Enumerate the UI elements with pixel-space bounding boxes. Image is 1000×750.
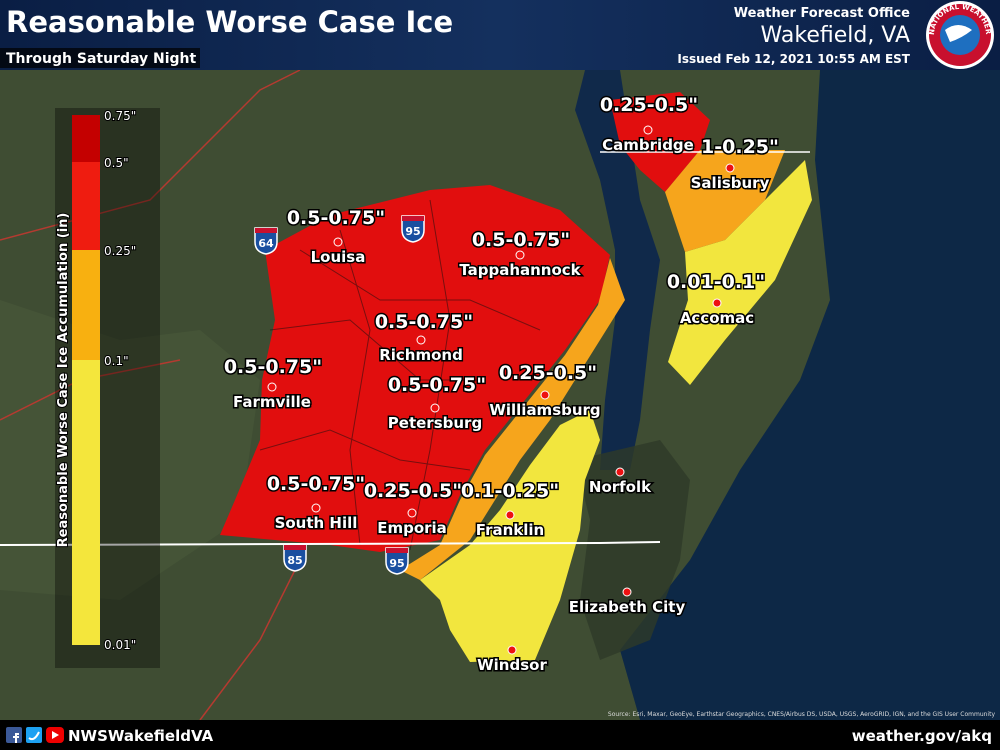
city-label: South Hill — [275, 514, 358, 532]
city-label: Petersburg — [388, 414, 482, 432]
amount-label: 0.01-0.1" — [667, 271, 765, 293]
subtitle: Through Saturday Night — [6, 51, 197, 67]
ocean — [620, 70, 1000, 720]
city-dot — [311, 503, 321, 513]
zone-orange-shore — [665, 150, 785, 252]
city-dot — [540, 390, 550, 400]
issued: Issued Feb 12, 2021 10:55 AM EST — [677, 52, 910, 66]
amount-label: 0.5-0.75" — [267, 473, 365, 495]
legend-tick: 0.75" — [104, 109, 136, 123]
city-label: Tappahannock — [459, 261, 581, 279]
amount-label: 0.5-0.75" — [287, 207, 385, 229]
legend-swatch — [72, 115, 100, 162]
city-dot — [333, 237, 343, 247]
city-dot — [712, 298, 722, 308]
subtitle-bar — [0, 48, 200, 68]
city-dot — [430, 403, 440, 413]
legend-title: Reasonable Worse Case Ice Accumulation (… — [56, 213, 71, 548]
city-dot — [622, 587, 632, 597]
zone-yellow — [420, 410, 600, 662]
highway-shield — [385, 547, 409, 575]
highway-shield — [401, 215, 425, 243]
highway-number: 95 — [389, 557, 404, 570]
city-label: Cambridge — [602, 136, 694, 154]
highway-shield — [254, 227, 278, 255]
website: weather.gov/akq — [852, 727, 992, 745]
credits: Source: Esri, Maxar, GeoEye, Earthstar G… — [608, 711, 996, 718]
city-label: Franklin — [476, 521, 544, 539]
legend-swatch — [72, 162, 100, 250]
city-dot — [725, 163, 735, 173]
chesapeake-bay — [575, 70, 660, 470]
highway-shield-top — [255, 228, 277, 233]
zone-red-shore — [610, 92, 710, 192]
city-dot — [267, 382, 277, 392]
city-dot — [507, 645, 517, 655]
social-icons — [6, 727, 64, 743]
highway-shield-top — [386, 548, 408, 553]
terrain — [0, 300, 260, 600]
city-dot — [505, 510, 515, 520]
city-dot — [615, 467, 625, 477]
amount-label: 1-0.25" — [701, 136, 779, 158]
amount-label: 0.5-0.75" — [224, 356, 322, 378]
zone-yellow-shore — [668, 160, 812, 385]
highway-shield-top — [402, 216, 424, 221]
amount-label: 0.25-0.5" — [600, 94, 698, 116]
social-handle: NWSWakefieldVA — [68, 727, 214, 745]
legend-swatch — [72, 360, 100, 645]
highway-shield — [283, 544, 307, 572]
title: Reasonable Worse Case Ice — [6, 5, 453, 39]
highway-number: 95 — [405, 225, 420, 238]
legend-swatch — [72, 250, 100, 360]
legend-tick: 0.1" — [104, 354, 129, 368]
footer — [0, 720, 1000, 750]
city-label: Elizabeth City — [569, 598, 686, 616]
legend-tick: 0.01" — [104, 638, 136, 652]
city-label: Emporia — [377, 519, 447, 537]
city-label: Norfolk — [589, 478, 652, 496]
city-dot — [515, 250, 525, 260]
state-border — [0, 541, 661, 546]
amount-label: 0.25-0.5" — [499, 362, 597, 384]
amount-label: 0.1-0.25" — [461, 480, 559, 502]
legend-tick: 0.5" — [104, 156, 129, 170]
zone-orange — [400, 258, 625, 580]
city-label: Windsor — [477, 656, 547, 674]
city-label: Farmville — [233, 393, 311, 411]
county-lines — [259, 199, 541, 551]
highway-number: 64 — [258, 237, 274, 250]
city-label: Richmond — [379, 346, 463, 364]
city-label: Salisbury — [691, 174, 770, 192]
amount-label: 0.5-0.75" — [375, 311, 473, 333]
office-location: Wakefield, VA — [761, 23, 910, 48]
city-label: Louisa — [311, 248, 366, 266]
city-label: Williamsburg — [489, 401, 600, 419]
amount-label: 0.25-0.5" — [364, 480, 462, 502]
highway-number: 85 — [287, 554, 302, 567]
highway-shield-top — [284, 545, 306, 550]
city-dot — [643, 125, 653, 135]
city-dot — [407, 508, 417, 518]
office: Weather Forecast Office — [734, 6, 910, 21]
coastal-land — [575, 440, 690, 660]
city-label: Accomac — [680, 309, 754, 327]
city-dot — [416, 335, 426, 345]
zone-red — [220, 185, 610, 552]
legend-tick: 0.25" — [104, 244, 136, 258]
amount-label: 0.5-0.75" — [388, 374, 486, 396]
amount-label: 0.5-0.75" — [472, 229, 570, 251]
